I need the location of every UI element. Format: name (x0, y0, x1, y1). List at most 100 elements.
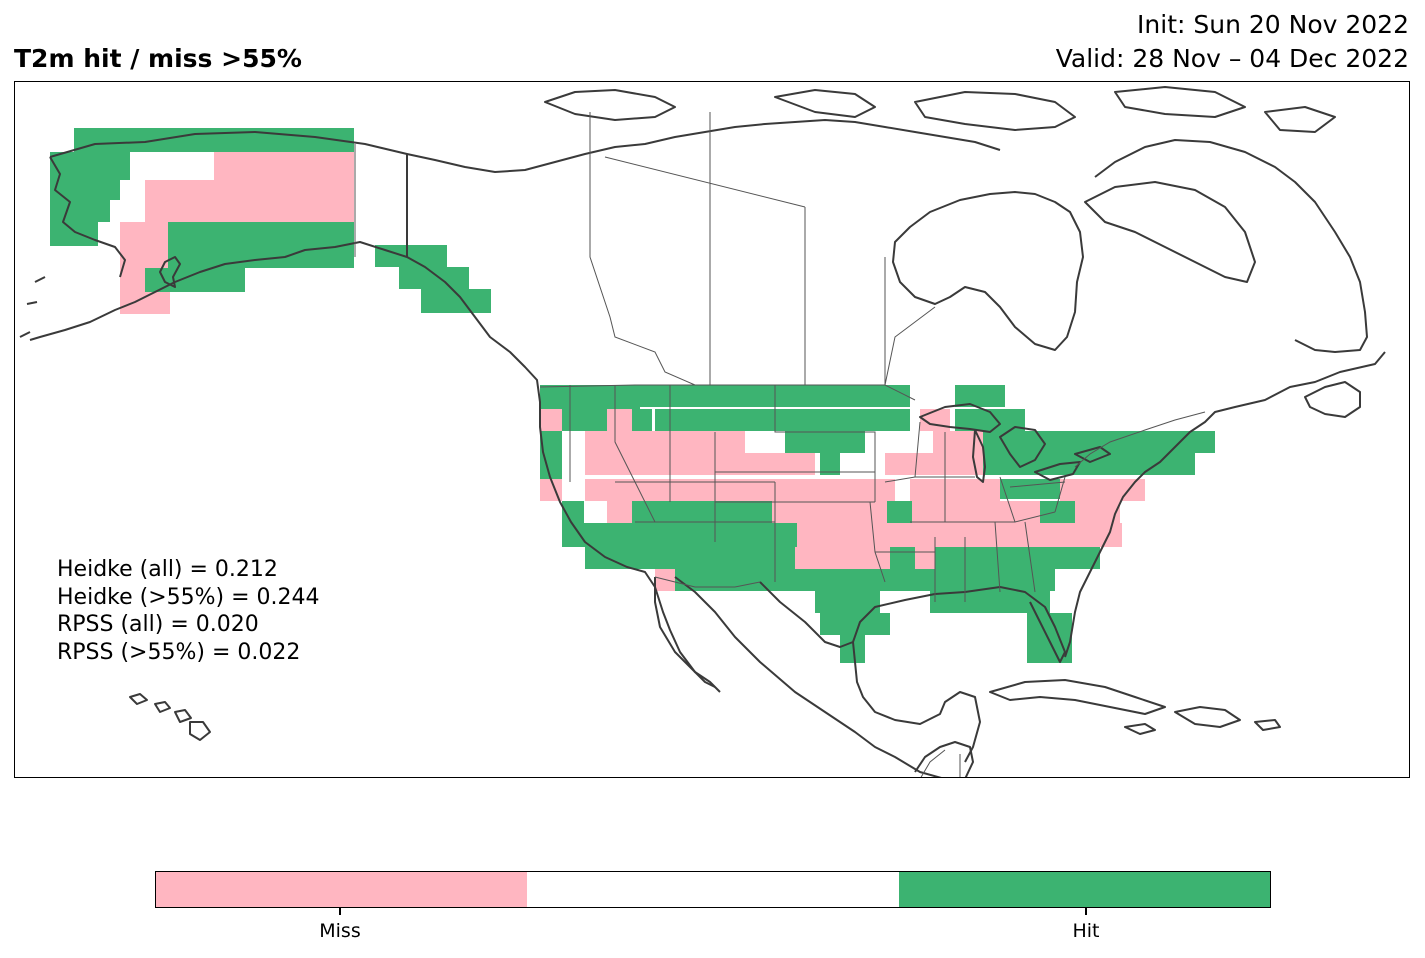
conus-hit (820, 613, 890, 635)
us-states (569, 385, 1066, 602)
rpss-all-score: RPSS (all) = 0.020 (57, 612, 259, 637)
atlantic-coast (1064, 351, 1386, 658)
conus-hit (655, 409, 885, 431)
us-mexico-border (654, 576, 761, 588)
conus-hit (540, 431, 562, 479)
conus-miss (897, 523, 1122, 547)
great-lakes (919, 403, 1111, 483)
colorbar-tick-miss (339, 908, 341, 915)
panhandle-hit (399, 267, 469, 289)
alaska-hit (168, 246, 354, 268)
init-date: Init: Sun 20 Nov 2022 (1137, 10, 1409, 39)
conus-hit (632, 501, 722, 523)
cuba (989, 679, 1166, 715)
conus-hit (652, 523, 722, 547)
conus-hit (930, 591, 1050, 613)
alaska-coast (29, 131, 408, 341)
canadian-provinces (589, 112, 936, 386)
conus-hit (722, 523, 797, 547)
conus-miss (1075, 501, 1120, 523)
political-borders (354, 112, 1206, 777)
conus-miss (607, 501, 632, 523)
heidke-all-score: Heidke (all) = 0.212 (57, 557, 278, 582)
conus-hit (955, 385, 1005, 407)
conus-miss (795, 547, 890, 569)
conus-miss (715, 431, 745, 453)
arctic-coast (406, 119, 1368, 353)
alaska-miss (145, 202, 354, 224)
alaska-hit (50, 152, 130, 180)
conus-miss (540, 409, 562, 431)
alaska-miss (145, 292, 170, 314)
colorbar-hit-segment (898, 872, 1270, 907)
conus-hit (540, 385, 640, 409)
map-canvas (19, 86, 1386, 777)
colorbar-label-miss: Miss (319, 920, 361, 942)
pacific-coast (406, 256, 721, 693)
heidke-55-score: Heidke (>55%) = 0.244 (57, 584, 320, 610)
conus-miss (772, 501, 802, 523)
conus-hit (885, 409, 910, 431)
central-america-borders (920, 749, 961, 777)
conus-miss (912, 501, 1067, 523)
arctic-islands (544, 86, 1336, 133)
conus-miss (915, 547, 935, 569)
conus-hit (562, 523, 652, 547)
conus-hit (1075, 431, 1215, 453)
conus-hit (1075, 453, 1195, 475)
aleutian-islands (19, 276, 46, 338)
conus-miss (585, 453, 795, 475)
alaska-hit (50, 180, 120, 200)
conus-hit (655, 547, 795, 569)
conus-hit (983, 453, 1083, 475)
alaska-hit (168, 222, 354, 246)
conus-hit (632, 409, 652, 431)
hudson-bay (892, 191, 1084, 351)
conus-miss (607, 409, 632, 431)
panhandle-hit (375, 245, 447, 267)
alaska-miss (120, 222, 168, 252)
conus-hit (955, 409, 1025, 431)
conus-miss (795, 453, 815, 475)
conus-hit (840, 635, 865, 663)
colorbar-miss-segment (156, 872, 528, 907)
yucatan-central-america (914, 741, 974, 777)
colorbar-label-hit: Hit (1072, 920, 1100, 942)
conus-hit (722, 501, 772, 523)
alaska-hit (50, 200, 110, 222)
alaska-miss (214, 152, 354, 180)
conus-miss (885, 453, 985, 475)
map-title: T2m hit / miss >55% (14, 44, 302, 73)
conus-miss (797, 523, 897, 547)
conus-miss (802, 501, 887, 523)
alaska-hit (74, 128, 354, 152)
mexico-pacific-coast (674, 576, 942, 777)
conus-hit (983, 431, 1083, 453)
colorbar-tick-hit (1085, 908, 1087, 915)
conus-hit (1000, 479, 1060, 499)
colorbar (155, 871, 1271, 908)
conus-hit (765, 569, 895, 591)
conus-miss (910, 479, 1000, 501)
conus-hit (935, 547, 1100, 569)
map-panel (14, 81, 1410, 778)
conus-miss (585, 431, 715, 453)
conus-hit (785, 431, 865, 453)
hispaniola (1174, 706, 1241, 728)
gulf-coast (759, 581, 1066, 763)
conus-hit (890, 547, 915, 569)
conus-hit (562, 409, 607, 431)
baja-california (654, 577, 716, 688)
conus-hit (820, 453, 840, 475)
alaska-hit (50, 222, 98, 246)
jamaica-puerto-rico (1124, 719, 1281, 735)
baffin-island (1084, 181, 1256, 283)
conus-miss (585, 479, 895, 501)
conus-hit (1040, 501, 1075, 523)
conus-hit (895, 569, 1055, 591)
newfoundland (1304, 381, 1361, 418)
hawaii (129, 693, 211, 741)
conus-hit (585, 547, 655, 569)
skill-scores-panel: Heidke (all) = 0.212 Heidke (>55%) = 0.2… (57, 556, 320, 666)
colorbar-neutral-segment (527, 872, 899, 907)
